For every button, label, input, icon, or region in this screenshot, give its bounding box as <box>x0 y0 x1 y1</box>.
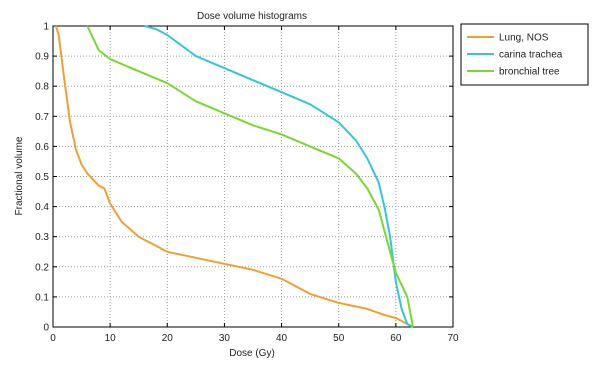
x-tick-label: 50 <box>333 333 345 344</box>
data-series <box>54 25 414 328</box>
y-tick-label: 0.9 <box>35 52 49 63</box>
y-tick-label: 0.2 <box>35 262 49 273</box>
y-tick-label: 1 <box>43 22 49 33</box>
grid-lines <box>53 26 453 327</box>
y-tick-label: 0.3 <box>35 232 49 243</box>
y-tick-label: 0.8 <box>35 82 49 93</box>
chart-title: Dose volume histograms <box>197 11 307 22</box>
chart-legend: Lung, NOS carina trachea bronchial tree <box>460 23 589 86</box>
x-tick-label: 0 <box>50 333 56 344</box>
x-tick-label: 60 <box>390 333 402 344</box>
series-line-lung-nos <box>54 25 414 328</box>
x-tick-label: 20 <box>162 333 174 344</box>
x-tick-label: 30 <box>219 333 231 344</box>
x-tick-label: 70 <box>447 333 459 344</box>
x-axis-label: Dose (Gy) <box>229 348 275 359</box>
y-tick-label: 0.6 <box>35 142 49 153</box>
legend-label: bronchial tree <box>499 67 560 78</box>
legend-label: Lung, NOS <box>499 33 549 44</box>
y-tick-label: 0.1 <box>35 292 49 303</box>
x-tick-label: 40 <box>276 333 288 344</box>
y-tick-label: 0.4 <box>35 202 49 213</box>
x-tick-label: 10 <box>105 333 117 344</box>
y-tick-label: 0.7 <box>35 112 49 123</box>
y-tick-label: 0 <box>43 323 49 334</box>
series-line-carina-trachea <box>144 25 414 328</box>
y-tick-label: 0.5 <box>35 172 49 183</box>
legend-label: carina trachea <box>499 50 563 61</box>
series-line-bronchial-tree <box>86 25 414 328</box>
axis-ticks: 0 10 20 30 40 50 60 70 0 0.1 0.2 0.3 0.4 0.5 0.6 0.7 0.8… <box>35 22 459 345</box>
y-axis-label: Fractional volume <box>14 136 25 215</box>
